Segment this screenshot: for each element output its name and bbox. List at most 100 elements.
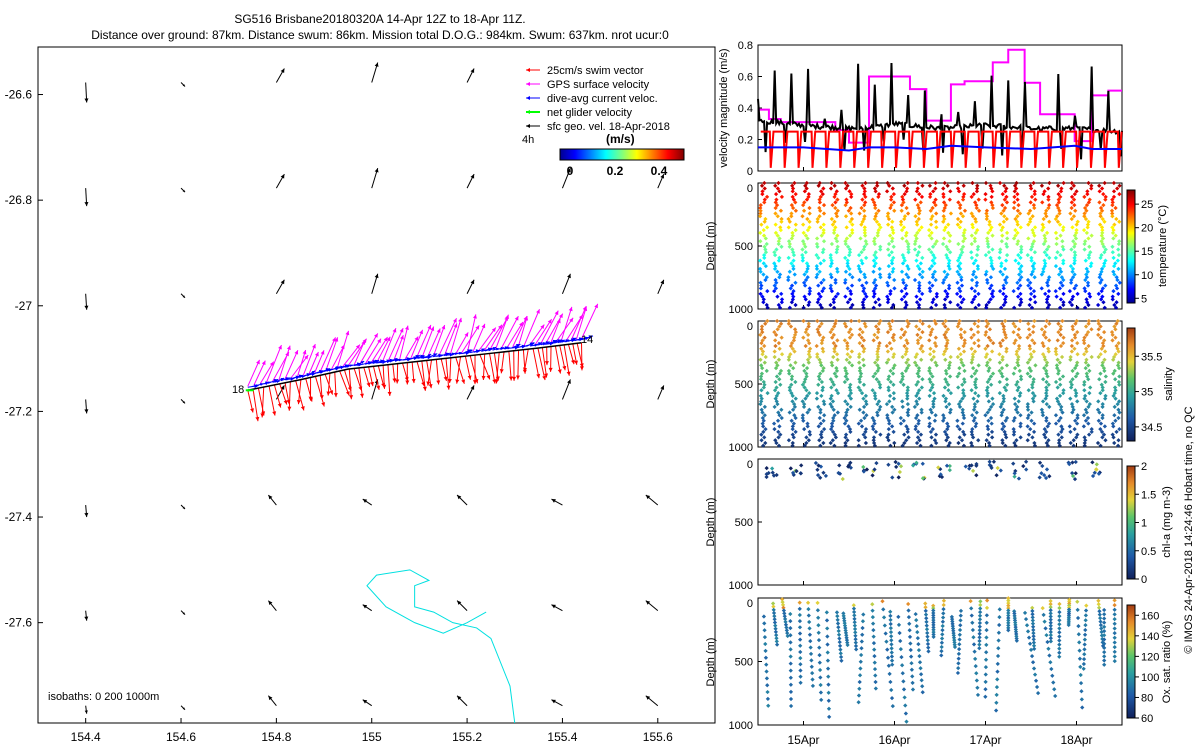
oxygen-point (836, 625, 841, 630)
temperature-point (999, 264, 1004, 269)
temperature-point (860, 197, 865, 202)
oxygen-point (1040, 606, 1045, 611)
oxygen-point (890, 662, 895, 667)
temperature-point (843, 241, 848, 247)
salinity-point (845, 352, 850, 357)
salinity-point (791, 338, 797, 343)
oxygen-point (890, 704, 895, 709)
salinity-point (1042, 426, 1047, 432)
temperature-point (789, 300, 794, 305)
temperature-point (1003, 258, 1009, 263)
oxygen-point (958, 618, 963, 623)
swim-vector-arrow-head (395, 379, 400, 384)
temperature-point (989, 264, 994, 269)
swim-vector-arrow-head (515, 375, 520, 380)
colorbar-tick-label: 34.5 (1141, 422, 1162, 434)
salinity-point (804, 388, 809, 393)
temperature-point (941, 236, 947, 241)
temperature-point (1098, 255, 1103, 260)
salinity-point (1026, 432, 1032, 437)
oxygen-point (808, 639, 813, 644)
oxygen-point (836, 628, 841, 634)
oxygen-point (1102, 633, 1107, 638)
temperature-point (973, 275, 979, 280)
oxygen-point (1031, 666, 1037, 671)
salinity-point (790, 426, 795, 432)
swim-vector-arrow (358, 367, 363, 398)
oxygen-point (899, 663, 905, 668)
salinity-point (1018, 390, 1023, 396)
oxygen-point (1014, 638, 1019, 643)
temperature-point (1018, 255, 1023, 260)
temperature-point (914, 189, 920, 194)
oxygen-point (852, 623, 857, 628)
salinity-point (822, 413, 827, 418)
salinity-point (804, 435, 809, 440)
temperature-point (955, 258, 961, 263)
temperature-point (917, 244, 922, 249)
temperature-point (829, 275, 834, 280)
salinity-point (958, 399, 963, 404)
oxygen-point (1057, 618, 1062, 623)
salinity-point (804, 371, 809, 376)
salinity-point (863, 393, 869, 398)
geostrophic-arrow-head (374, 273, 379, 279)
temperature-point (864, 280, 869, 285)
oxygen-point (1066, 622, 1071, 628)
salinity-point (1030, 382, 1035, 387)
temperature-point (1033, 300, 1038, 305)
temperature-point (1054, 241, 1059, 247)
swim-vector-arrow (554, 345, 561, 374)
chla-point (1037, 460, 1043, 465)
geostrophic-arrow-head (470, 279, 475, 285)
salinity-point (1055, 366, 1060, 371)
legend-item-arrow-head (526, 82, 530, 86)
salinity-point (819, 341, 824, 346)
salinity-point (986, 440, 992, 446)
oxygen-point (762, 621, 767, 626)
salinity-point (1102, 349, 1108, 354)
oxygen-point (788, 696, 794, 702)
temperature-point (1057, 222, 1063, 227)
swim-vector-arrow-head (277, 403, 282, 408)
chla-point (1012, 471, 1017, 476)
salinity-point (1001, 324, 1006, 329)
gps-surface-velocity-arrow (387, 327, 404, 361)
salinity-point (989, 421, 994, 426)
gps-surface-velocity-arrow-head (453, 318, 457, 323)
salinity-point (774, 385, 779, 390)
salinity-point (989, 429, 995, 435)
oxygen-point (1112, 649, 1117, 654)
temperature-point (1041, 266, 1046, 272)
oxygen-point (860, 625, 865, 631)
temperature-point (957, 272, 962, 277)
oxygen-point (1006, 598, 1011, 603)
salinity-point (828, 440, 833, 446)
temperature-point (817, 200, 822, 205)
salinity-point (1103, 374, 1108, 379)
salinity-point (931, 402, 936, 407)
temperature-point (958, 294, 963, 299)
temperature-point (777, 275, 782, 280)
salinity-point (844, 410, 849, 415)
swim-vector-arrow-head (548, 367, 553, 372)
chla-point (947, 467, 952, 473)
temperature-panel: Depth (m) temperature (°C) 0500100051015… (705, 180, 1169, 316)
gps-surface-velocity-arrow-head (304, 355, 309, 360)
temperature-point (890, 219, 895, 224)
salinity-point (875, 352, 880, 357)
y-tick-label: 0.4 (738, 103, 753, 115)
salinity-point (1018, 374, 1024, 379)
salinity-point (776, 357, 782, 362)
salinity-point (775, 327, 780, 332)
temperature-point (759, 283, 764, 288)
salinity-point (858, 418, 864, 423)
temperature-point (984, 216, 989, 222)
salinity-point (834, 352, 840, 357)
temperature-point (1061, 291, 1066, 297)
temperature-point (786, 277, 791, 283)
temperature-point (914, 294, 919, 299)
salinity-point (814, 343, 819, 349)
oxygen-point (897, 630, 902, 636)
oxygen-point (764, 662, 769, 667)
